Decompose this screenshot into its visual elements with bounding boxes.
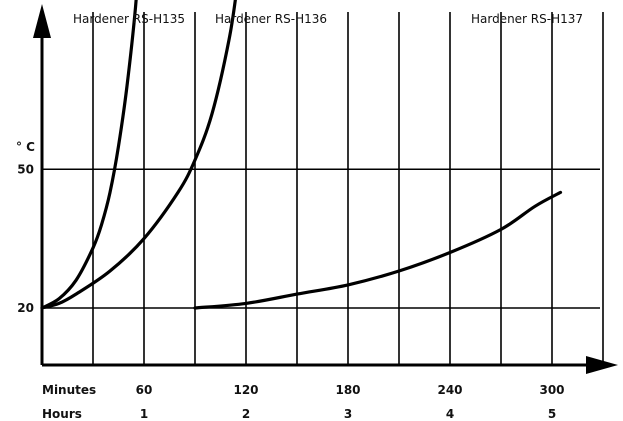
series-label-1: Hardener RS-H135	[73, 12, 185, 26]
x-tick-label-hours: 4	[446, 407, 454, 421]
series-label-2: Hardener RS-H136	[215, 12, 327, 26]
grid-lines	[42, 12, 604, 365]
series-label-3: Hardener RS-H137	[471, 12, 583, 26]
series-labels: Hardener RS-H135 Hardener RS-H136 Hardener…	[73, 12, 583, 26]
x-tick-label-minutes: 300	[539, 383, 564, 397]
y-tick-labels: 2050100	[17, 162, 34, 315]
y-axis-label: ° C	[16, 140, 35, 154]
x-tick-labels: 60 1 120 2 180 3 240 4 300 5	[136, 383, 565, 421]
x-tick-label-minutes: 120	[233, 383, 258, 397]
x-tick-label-minutes: 240	[437, 383, 462, 397]
axes	[33, 4, 618, 374]
x-tick-label-hours: 5	[548, 407, 556, 421]
series-line-1	[40, 0, 138, 310]
x-row-label-minutes: Minutes	[42, 383, 96, 397]
series-line-3	[193, 190, 563, 310]
x-tick-label-hours: 2	[242, 407, 250, 421]
x-tick-label-hours: 1	[140, 407, 148, 421]
x-row-label-hours: Hours	[42, 407, 82, 421]
series-line-2	[40, 0, 237, 310]
x-axis-arrowhead	[586, 356, 618, 374]
y-axis-arrowhead	[33, 4, 51, 38]
x-tick-label-hours: 3	[344, 407, 352, 421]
x-tick-label-minutes: 180	[335, 383, 360, 397]
y-tick-label: 20	[17, 301, 34, 315]
series-curves	[40, 0, 563, 310]
y-tick-label: 50	[17, 162, 34, 176]
x-tick-label-minutes: 60	[136, 383, 153, 397]
